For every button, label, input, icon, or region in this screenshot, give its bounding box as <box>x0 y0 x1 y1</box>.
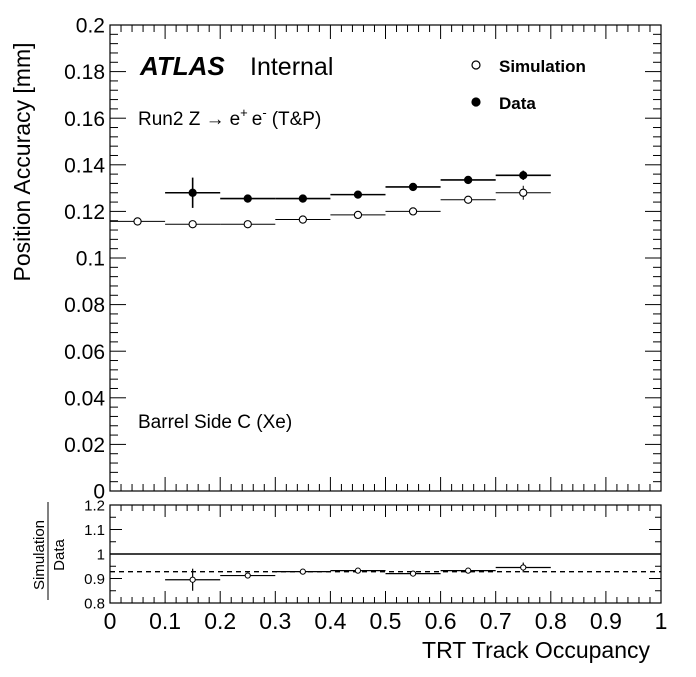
data-point <box>243 194 252 203</box>
electron-symbol: e <box>230 109 241 130</box>
electron-symbol: e <box>252 109 263 130</box>
ratio-y-tick-label: 1.2 <box>84 497 105 514</box>
main-y-tick-label: 0.16 <box>64 108 105 131</box>
y-axis-title: Position Accuracy [mm] <box>9 42 35 281</box>
ratio-x-tick-label: 0.6 <box>425 608 457 634</box>
ratio-x-tick-label: 0.7 <box>480 608 512 634</box>
simulation-point <box>519 188 528 197</box>
ratio-point <box>409 570 417 577</box>
ratio-y-axis-title: Simulation Data <box>31 502 68 600</box>
plus-superscript: + <box>240 105 248 120</box>
ratio-x-tick-label: 1 <box>655 608 668 634</box>
main-y-tick-label: 0.2 <box>76 15 105 38</box>
main-y-tick-label: 0.06 <box>64 341 105 364</box>
ratio-point <box>299 568 306 575</box>
simulation-point <box>463 195 473 204</box>
legend-marker-data <box>471 97 481 107</box>
ratio-point <box>520 564 527 571</box>
ratio-x-tick-label: 0.4 <box>314 608 346 634</box>
data-point <box>353 190 363 199</box>
atlas-label: ATLAS <box>139 51 225 81</box>
ratio-point <box>189 576 196 583</box>
main-y-tick-label: 0 <box>93 481 105 504</box>
ratio-y-tick-label: 1.1 <box>84 522 105 539</box>
arrow-symbol: → <box>206 109 225 130</box>
ratio-x-tick-label: 0.9 <box>590 608 622 634</box>
x-axis-title: TRT Track Occupancy <box>422 637 650 663</box>
ratio-ylabel-denominator: Data <box>51 539 68 571</box>
data-point <box>188 188 197 197</box>
process-label: Run2 Z → e+ e- (T&P) <box>138 105 321 130</box>
internal-label: Internal <box>250 53 333 81</box>
simulation-point <box>298 215 307 224</box>
simulation-point <box>408 207 418 216</box>
minus-superscript: - <box>262 105 266 120</box>
legend-marker-simulation <box>471 60 481 70</box>
process-prefix: Run2 Z <box>138 109 206 130</box>
ratio-point <box>354 567 362 574</box>
ratio-y-tick-label: 1 <box>97 546 105 563</box>
main-y-tick-label: 0.08 <box>64 294 105 317</box>
main-y-tick-label: 0.14 <box>64 154 105 177</box>
ratio-y-tick-label: 0.9 <box>84 571 105 588</box>
simulation-point <box>188 220 197 229</box>
region-label: Barrel Side C (Xe) <box>138 412 292 433</box>
simulation-point <box>353 210 363 220</box>
ratio-plot: 0.8 0.9 1 1.1 1.2 0 0.1 0.2 0.3 0.4 0.5 0.6 0.7 0.8 0.… <box>84 497 667 634</box>
ratio-x-tick-label: 0.5 <box>370 608 402 634</box>
main-y-tick-label: 0.12 <box>64 201 105 224</box>
data-point <box>519 171 528 180</box>
ratio-x-tick-label: 0 <box>104 608 117 634</box>
simulation-point <box>243 220 252 229</box>
legend-label-data: Data <box>499 94 536 113</box>
data-point <box>298 194 307 203</box>
simulation-point <box>133 217 142 226</box>
ratio-ylabel-numerator: Simulation <box>31 520 48 590</box>
ratio-point <box>465 567 472 574</box>
data-point <box>463 175 473 185</box>
legend: Simulation Data <box>471 57 586 113</box>
ratio-x-tick-label: 0.8 <box>535 608 567 634</box>
data-point <box>408 182 418 192</box>
ratio-x-tick-label: 0.3 <box>259 608 291 634</box>
main-y-tick-label: 0.04 <box>64 387 105 410</box>
ratio-x-tick-label: 0.1 <box>149 608 181 634</box>
main-plot: 0 0.02 0.04 0.06 0.08 0.1 0.12 0.14 0.16 0.18 0.2 <box>64 15 662 504</box>
ratio-point <box>244 572 251 579</box>
main-y-tick-label: 0.02 <box>64 434 105 457</box>
main-y-tick-label: 0.18 <box>64 61 105 84</box>
main-y-tick-label: 0.1 <box>76 248 105 271</box>
ratio-y-tick-label: 0.8 <box>84 595 105 612</box>
ratio-x-tick-label: 0.2 <box>204 608 236 634</box>
method-label: (T&P) <box>272 109 322 130</box>
legend-label-simulation: Simulation <box>499 57 586 76</box>
